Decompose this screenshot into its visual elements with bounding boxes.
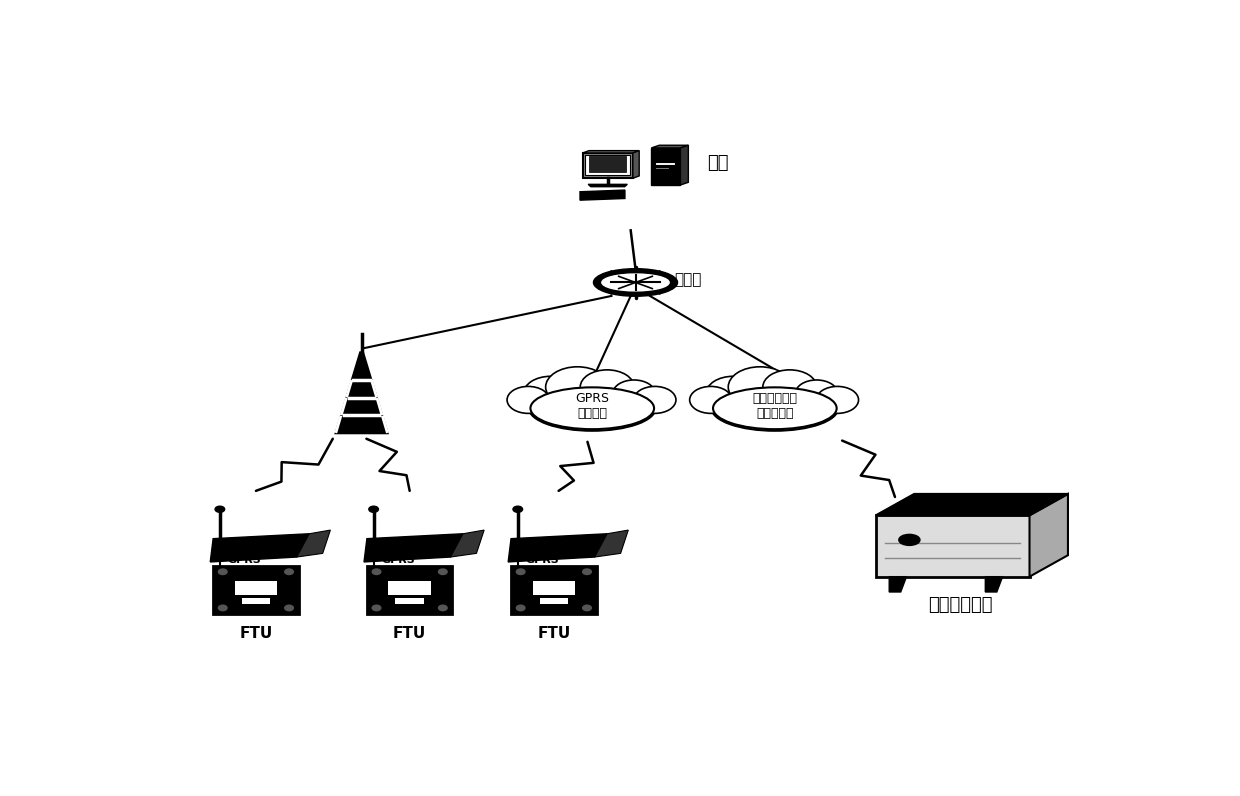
FancyBboxPatch shape xyxy=(655,167,670,170)
Polygon shape xyxy=(889,576,906,592)
FancyBboxPatch shape xyxy=(655,162,676,165)
FancyBboxPatch shape xyxy=(367,566,453,614)
FancyBboxPatch shape xyxy=(242,598,270,603)
Polygon shape xyxy=(583,153,632,178)
Text: 站内选线系统: 站内选线系统 xyxy=(928,596,992,615)
Polygon shape xyxy=(365,534,463,562)
Circle shape xyxy=(507,386,549,413)
FancyBboxPatch shape xyxy=(213,566,299,614)
Polygon shape xyxy=(296,530,330,557)
Circle shape xyxy=(816,386,858,413)
Circle shape xyxy=(634,386,676,413)
FancyBboxPatch shape xyxy=(388,580,432,595)
Polygon shape xyxy=(508,534,608,562)
Text: 电力光纤专网
等有限网络: 电力光纤专网 等有限网络 xyxy=(753,392,797,420)
Circle shape xyxy=(285,569,294,575)
Ellipse shape xyxy=(601,274,670,291)
Polygon shape xyxy=(875,494,1068,515)
Circle shape xyxy=(372,605,381,611)
Ellipse shape xyxy=(712,386,838,431)
Polygon shape xyxy=(583,150,639,153)
Polygon shape xyxy=(595,530,629,557)
FancyBboxPatch shape xyxy=(234,580,278,595)
Circle shape xyxy=(583,569,591,575)
Polygon shape xyxy=(336,353,388,433)
Circle shape xyxy=(372,569,381,575)
Polygon shape xyxy=(1029,494,1068,576)
Polygon shape xyxy=(986,576,1003,592)
Circle shape xyxy=(218,569,227,575)
Ellipse shape xyxy=(594,269,677,296)
Ellipse shape xyxy=(529,386,656,431)
Circle shape xyxy=(516,569,525,575)
Polygon shape xyxy=(211,534,309,562)
Text: FTU: FTU xyxy=(393,626,427,642)
Circle shape xyxy=(215,506,224,513)
Ellipse shape xyxy=(899,534,920,545)
Polygon shape xyxy=(589,156,626,173)
Circle shape xyxy=(439,569,448,575)
FancyBboxPatch shape xyxy=(396,598,424,603)
Polygon shape xyxy=(585,154,630,175)
Circle shape xyxy=(285,605,294,611)
Text: GPRS: GPRS xyxy=(382,555,415,565)
Polygon shape xyxy=(681,145,688,185)
Circle shape xyxy=(583,605,591,611)
Circle shape xyxy=(707,377,760,411)
Polygon shape xyxy=(450,530,484,557)
Text: FTU: FTU xyxy=(537,626,570,642)
Circle shape xyxy=(763,370,817,404)
Circle shape xyxy=(439,605,448,611)
Ellipse shape xyxy=(713,388,837,429)
Ellipse shape xyxy=(531,388,653,429)
Circle shape xyxy=(613,380,655,407)
Polygon shape xyxy=(651,148,681,185)
Circle shape xyxy=(689,386,732,413)
Circle shape xyxy=(795,380,838,407)
Polygon shape xyxy=(651,145,688,148)
Text: GPRS
无线网络: GPRS 无线网络 xyxy=(575,392,609,420)
Text: FTU: FTU xyxy=(239,626,273,642)
Circle shape xyxy=(516,605,525,611)
Text: 路由器: 路由器 xyxy=(675,272,702,287)
Polygon shape xyxy=(588,185,627,187)
Circle shape xyxy=(580,370,634,404)
Circle shape xyxy=(546,367,609,408)
Circle shape xyxy=(368,506,378,513)
Polygon shape xyxy=(580,190,625,200)
Circle shape xyxy=(523,377,578,411)
Circle shape xyxy=(218,605,227,611)
FancyBboxPatch shape xyxy=(532,580,575,595)
FancyBboxPatch shape xyxy=(539,598,568,603)
Text: GPRS: GPRS xyxy=(228,555,262,565)
Circle shape xyxy=(728,367,791,408)
Circle shape xyxy=(513,506,522,513)
FancyBboxPatch shape xyxy=(511,566,596,614)
Polygon shape xyxy=(632,150,639,178)
Text: GPRS: GPRS xyxy=(526,555,559,565)
Polygon shape xyxy=(875,515,1029,576)
Text: 主站: 主站 xyxy=(708,154,729,172)
